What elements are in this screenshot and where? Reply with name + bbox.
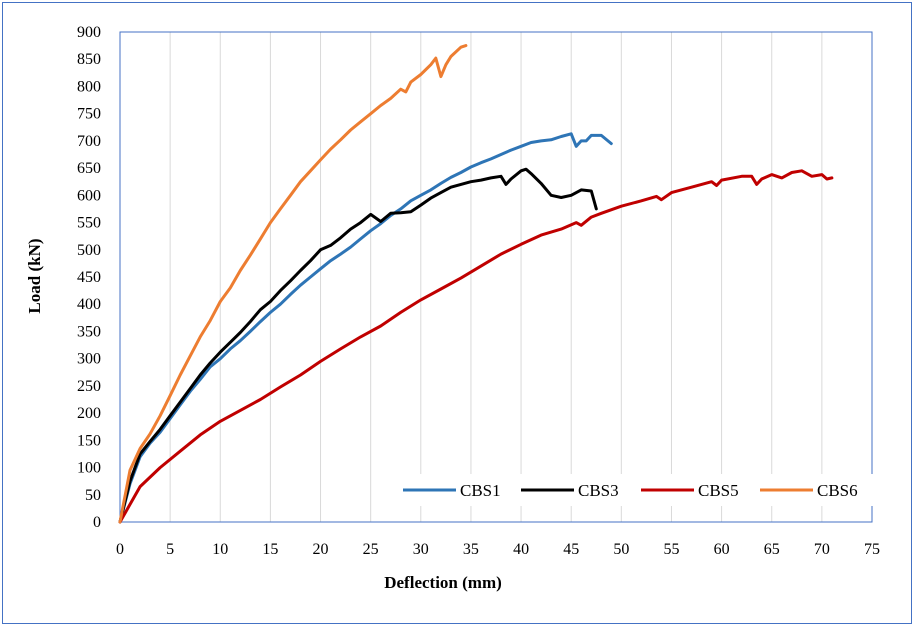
y-tick-label: 700: [77, 133, 101, 150]
y-tick-label: 400: [77, 296, 101, 313]
x-tick-label: 60: [714, 541, 730, 558]
y-tick-label: 0: [93, 514, 101, 531]
legend-label-cbs3: CBS3: [578, 481, 619, 500]
y-tick-label: 750: [77, 106, 101, 123]
x-axis-title: Deflection (mm): [384, 573, 502, 592]
x-tick-label: 65: [764, 541, 780, 558]
y-tick-label: 50: [85, 487, 101, 504]
y-tick-label: 350: [77, 323, 101, 340]
y-tick-label: 100: [77, 460, 101, 477]
y-tick-labels: 0 50 100 150 200 250 300 350 400 450 500 550 600 650 7…: [77, 24, 101, 531]
x-tick-label: 40: [513, 541, 529, 558]
plot-border: [119, 31, 873, 523]
series-line-cbs5: [118, 169, 834, 524]
x-tick-label: 30: [413, 541, 429, 558]
y-tick-label: 600: [77, 187, 101, 204]
x-tick-label: 35: [463, 541, 479, 558]
legend-label-cbs5: CBS5: [698, 481, 739, 500]
y-tick-label: 250: [77, 378, 101, 395]
y-tick-label: 650: [77, 160, 101, 177]
y-tick-label: 850: [77, 51, 101, 68]
series-line-cbs3: [118, 167, 598, 524]
y-tick-label: 200: [77, 405, 101, 422]
x-tick-label: 15: [262, 541, 278, 558]
x-tick-labels: 0 5 10 15 20 25 30 35 40 45 50 55 60 65 70 75: [116, 541, 880, 558]
x-tick-label: 75: [864, 541, 880, 558]
y-tick-label: 550: [77, 215, 101, 232]
series-lines: [118, 44, 834, 524]
y-tick-label: 150: [77, 432, 101, 449]
series-line-cbs1: [118, 132, 613, 524]
x-tick-label: 10: [212, 541, 228, 558]
x-tick-label: 20: [313, 541, 329, 558]
y-tick-label: 800: [77, 78, 101, 95]
x-tick-label: 0: [116, 541, 124, 558]
x-tick-label: 50: [613, 541, 629, 558]
y-tick-label: 300: [77, 351, 101, 368]
plot-area: [120, 32, 872, 522]
x-tick-label: 70: [814, 541, 830, 558]
y-tick-label: 500: [77, 242, 101, 259]
x-tick-label: 45: [563, 541, 579, 558]
x-tick-label: 25: [363, 541, 379, 558]
legend-label-cbs1: CBS1: [460, 481, 501, 500]
legend-label-cbs6: CBS6: [817, 481, 858, 500]
y-tick-label: 900: [77, 24, 101, 41]
legend: CBS1 CBS3 CBS5 CBS6: [393, 474, 880, 506]
y-tick-label: 450: [77, 269, 101, 286]
x-tick-label: 5: [166, 541, 174, 558]
series-line-cbs6: [118, 44, 468, 524]
y-axis-title: Load (kN): [25, 238, 44, 313]
x-tick-label: 55: [663, 541, 679, 558]
